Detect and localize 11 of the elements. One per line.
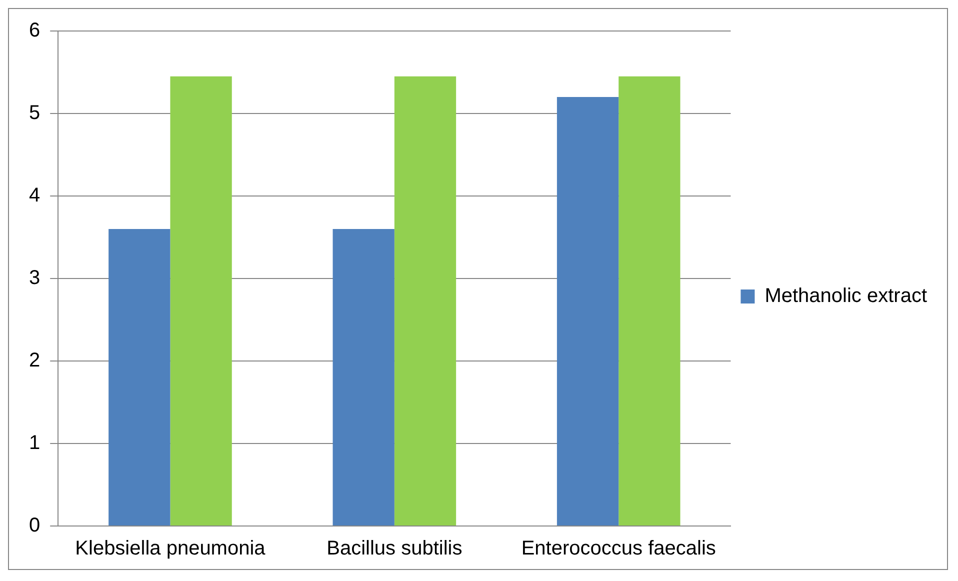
y-tick-label: 1: [29, 432, 40, 454]
x-tick-label: Bacillus subtilis: [326, 538, 462, 560]
legend-label: Methanolic extract: [764, 285, 928, 308]
y-tick-label: 0: [29, 514, 40, 537]
y-tick-label: 5: [29, 102, 40, 124]
y-tick-label: 6: [29, 20, 40, 42]
y-tick-label: 4: [29, 184, 40, 207]
y-tick-label: 3: [29, 267, 40, 290]
y-tick-label: 2: [29, 350, 40, 372]
x-tick-label: Klebsiella pneumonia: [75, 538, 266, 560]
x-tick-label: Enterococcus faecalis: [521, 538, 716, 560]
